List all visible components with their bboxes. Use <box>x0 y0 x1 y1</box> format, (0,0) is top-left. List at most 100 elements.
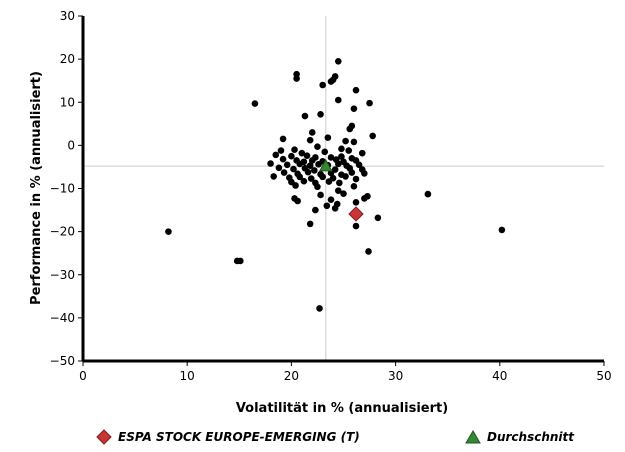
data-point <box>312 206 319 214</box>
data-point <box>352 199 360 206</box>
data-point <box>352 222 360 230</box>
data-point <box>334 187 342 194</box>
data-point <box>334 96 342 104</box>
data-point <box>352 86 360 94</box>
data-point <box>348 169 356 176</box>
data-point <box>365 248 372 255</box>
data-point <box>350 138 358 146</box>
data-point <box>355 161 363 169</box>
data-point <box>323 202 331 210</box>
y-tick-label: −40 <box>50 311 75 325</box>
average-triangle-marker <box>318 159 333 172</box>
data-point <box>319 173 326 181</box>
data-point <box>306 220 314 228</box>
legend: ESPA STOCK EUROPE-EMERGING (T) Durchschn… <box>96 429 575 445</box>
data-point <box>321 148 329 156</box>
legend-triangle-icon <box>465 430 481 444</box>
reference-lines <box>83 16 604 361</box>
data-point <box>336 179 343 187</box>
fund-diamond-marker <box>348 206 364 222</box>
x-tick-label: 50 <box>596 369 611 383</box>
data-point <box>316 305 323 312</box>
data-point <box>251 100 259 107</box>
data-point <box>327 196 335 204</box>
data-point <box>308 157 316 164</box>
data-point <box>366 99 373 107</box>
data-point <box>291 146 298 153</box>
data-point <box>317 111 324 118</box>
data-point <box>327 154 335 161</box>
y-tick-label: 10 <box>60 95 75 109</box>
data-point <box>424 190 432 198</box>
data-point <box>283 161 291 169</box>
data-point <box>334 57 342 65</box>
data-points <box>165 57 506 312</box>
data-point <box>275 164 283 172</box>
data-point <box>350 105 358 113</box>
data-point <box>303 152 311 160</box>
data-point <box>325 178 333 185</box>
y-tick-label: −30 <box>50 268 75 282</box>
x-tick-label: 20 <box>284 369 299 383</box>
x-tick-label: 10 <box>180 369 195 383</box>
x-tick-label: 0 <box>79 369 87 383</box>
data-point <box>293 75 300 82</box>
data-point <box>338 153 345 160</box>
data-point <box>301 112 309 120</box>
y-axis-ticks: 30 20 10 0 −10 −20 −30 −40 −50 <box>50 9 83 368</box>
data-point <box>307 175 315 182</box>
data-point <box>267 160 274 167</box>
y-axis-title: Performance in % (annualisiert) <box>29 71 44 305</box>
data-point <box>306 162 314 169</box>
x-tick-label: 40 <box>492 369 507 383</box>
data-point <box>296 173 304 181</box>
data-point <box>369 132 376 140</box>
y-tick-label: −10 <box>50 182 75 196</box>
data-point <box>290 165 297 173</box>
data-point <box>308 129 316 136</box>
data-point <box>350 183 358 190</box>
data-point <box>279 155 287 163</box>
data-point <box>272 151 280 159</box>
highlight-markers <box>318 159 364 222</box>
legend-label-fund: ESPA STOCK EUROPE-EMERGING (T) <box>118 430 360 444</box>
data-point <box>352 175 360 183</box>
data-point <box>361 170 368 177</box>
data-point <box>345 147 353 154</box>
data-point <box>340 190 347 197</box>
data-point <box>358 149 366 157</box>
y-tick-label: 30 <box>60 9 75 23</box>
data-point <box>298 149 306 157</box>
data-point <box>317 191 324 199</box>
data-point <box>498 226 506 234</box>
data-point <box>279 135 287 143</box>
data-point <box>334 160 342 168</box>
data-point <box>329 76 337 84</box>
axes <box>81 16 604 363</box>
data-point <box>300 177 308 185</box>
data-point <box>311 167 318 174</box>
data-point <box>306 136 314 144</box>
x-axis-ticks: 0 10 20 30 40 50 <box>79 361 612 383</box>
data-point <box>292 182 299 189</box>
data-point <box>319 81 326 89</box>
data-point <box>294 197 301 205</box>
data-point <box>331 205 339 212</box>
legend-label-average: Durchschnitt <box>487 430 575 444</box>
y-tick-label: −50 <box>50 354 75 368</box>
y-tick-label: 0 <box>67 138 75 152</box>
data-point <box>361 195 368 202</box>
data-point <box>342 173 349 180</box>
legend-diamond-icon <box>96 429 112 445</box>
data-point <box>346 125 354 133</box>
data-point <box>338 145 345 153</box>
data-point <box>237 257 244 265</box>
y-tick-label: −20 <box>50 225 75 239</box>
data-point <box>374 214 382 222</box>
data-point <box>280 169 288 176</box>
data-point <box>342 137 349 145</box>
x-tick-label: 30 <box>388 369 403 383</box>
data-point <box>315 161 322 168</box>
data-point <box>324 134 332 141</box>
